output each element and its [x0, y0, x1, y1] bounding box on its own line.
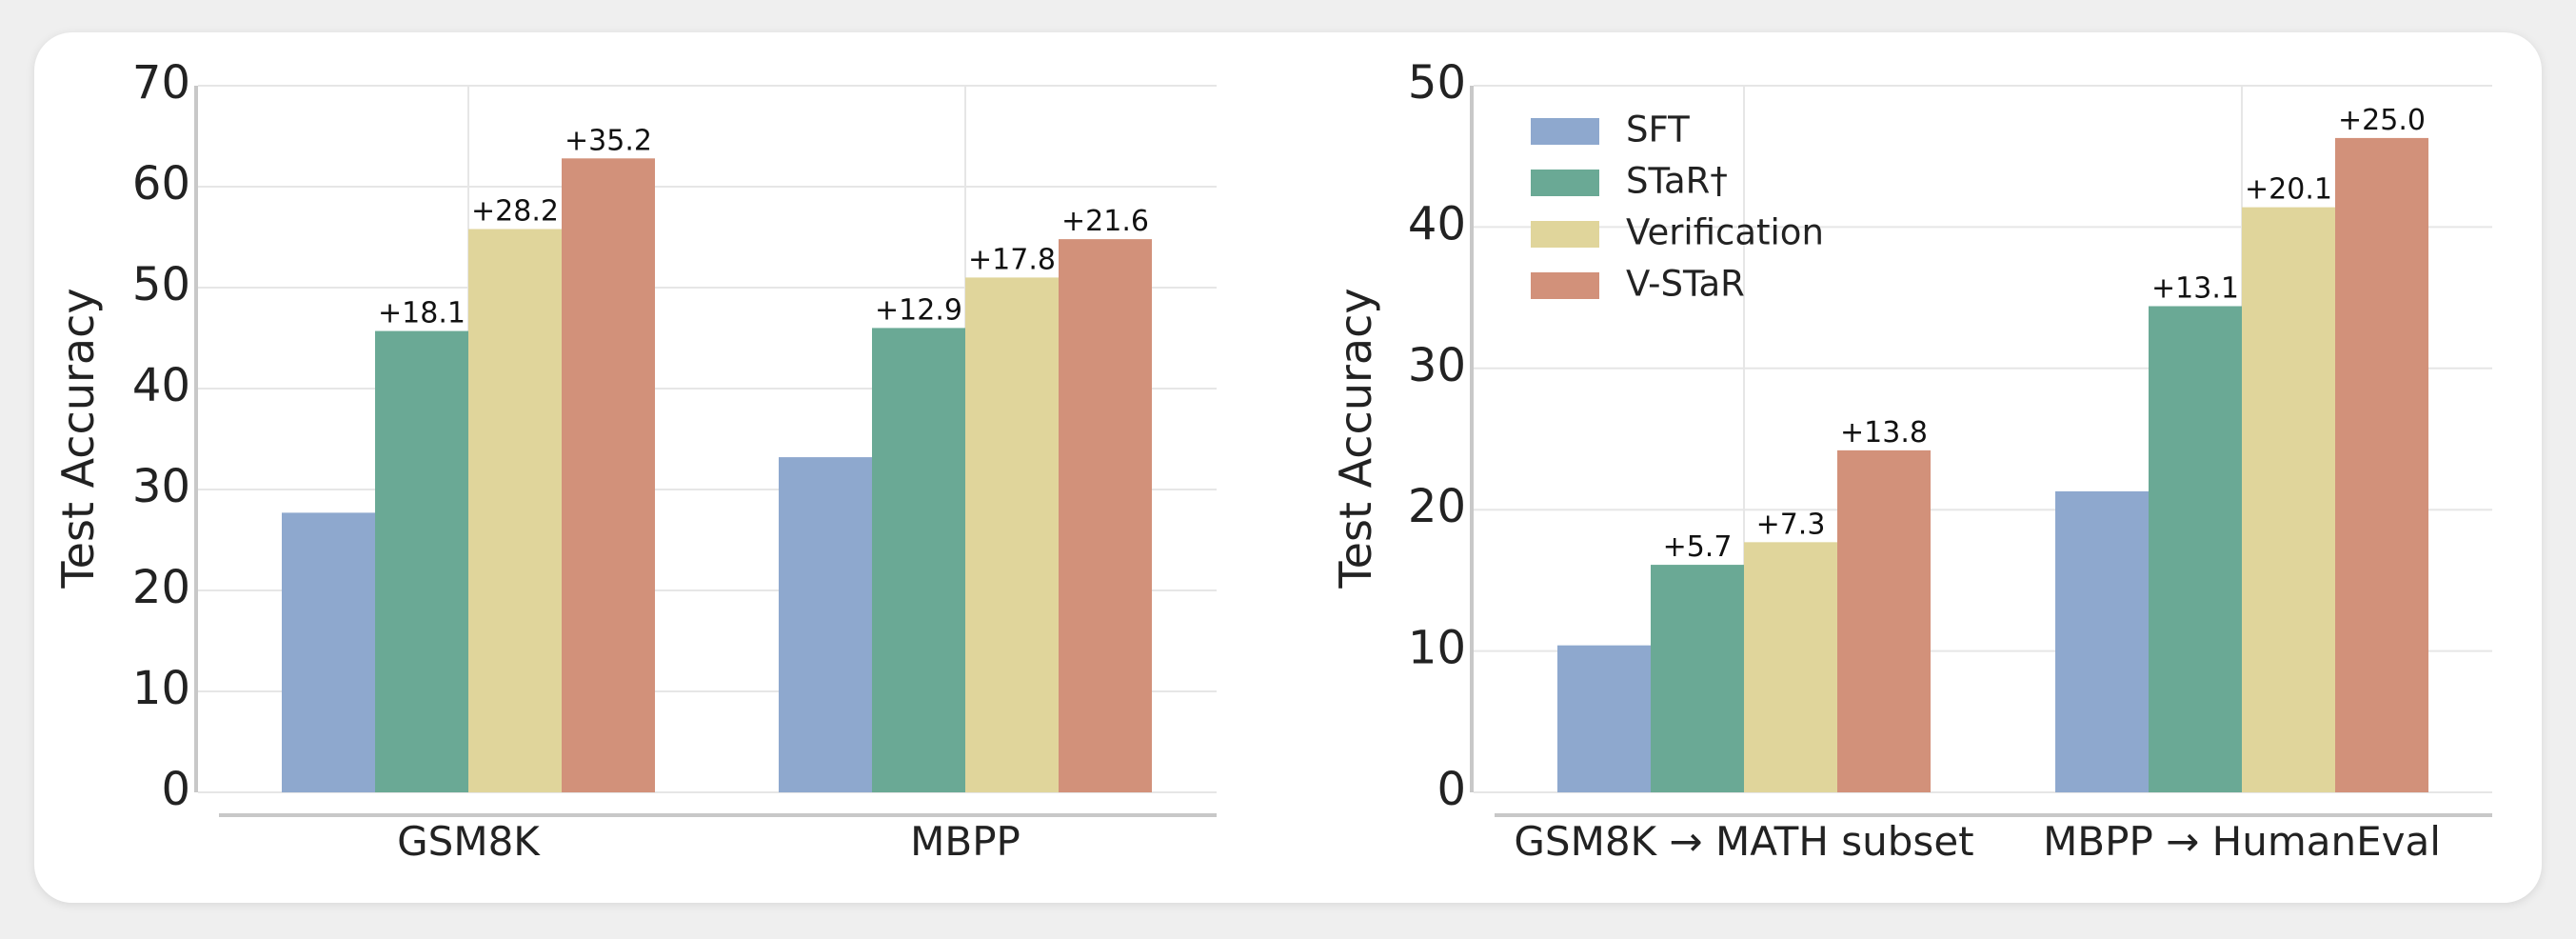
bar — [375, 330, 468, 792]
bar — [872, 328, 965, 792]
legend-swatch — [1531, 170, 1599, 196]
data-label: +20.1 — [2245, 173, 2332, 207]
y-tick-label: 20 — [132, 561, 190, 614]
bar — [1059, 239, 1152, 792]
data-label: +28.2 — [471, 195, 559, 229]
bar — [1557, 645, 1651, 792]
data-label: +7.3 — [1756, 508, 1826, 541]
y-tick-label: 50 — [1408, 56, 1466, 110]
bar — [2055, 490, 2149, 792]
data-label: +21.6 — [1061, 205, 1149, 238]
bar — [1651, 565, 1744, 792]
x-category-label: GSM8K — [397, 818, 541, 865]
data-label: +35.2 — [565, 124, 652, 157]
y-tick-label: 30 — [1408, 339, 1466, 392]
y-tick-label: 0 — [1437, 763, 1466, 816]
chart-2: 0 10 20 30 40 50 Test Accuracy GSM8K → MATH sub… — [1330, 56, 2492, 865]
bar — [282, 512, 375, 792]
y-axis-label: Test Accuracy — [52, 288, 104, 589]
y-axis-label: Test Accuracy — [1330, 288, 1381, 589]
legend-label: Verification — [1626, 212, 1824, 253]
legend-label: SFT — [1626, 110, 1690, 150]
bar — [2242, 207, 2335, 792]
bar — [1837, 450, 1931, 792]
y-tick-label: 40 — [132, 359, 190, 412]
legend-swatch — [1531, 118, 1599, 145]
data-label: +13.8 — [1840, 416, 1928, 450]
bar — [2149, 306, 2242, 792]
bar — [965, 277, 1059, 792]
data-label: +18.1 — [378, 297, 466, 330]
data-label: +5.7 — [1663, 530, 1733, 564]
data-label: +25.0 — [2338, 104, 2426, 137]
y-tick-label: 30 — [132, 460, 190, 513]
x-category-label: MBPP — [910, 818, 1020, 865]
legend-label: V-STaR — [1626, 264, 1745, 305]
y-tick-label: 40 — [1408, 197, 1466, 250]
y-tick-label: 10 — [1408, 622, 1466, 675]
data-label: +13.1 — [2151, 272, 2239, 306]
legend-swatch — [1531, 221, 1599, 248]
x-category-label: GSM8K → MATH subset — [1514, 818, 1973, 865]
chart-1: 0 10 20 30 40 50 60 70 Test Accuracy GSM8K MBPP +18… — [52, 56, 1217, 865]
y-tick-label: 50 — [132, 258, 190, 311]
x-category-label: MBPP → HumanEval — [2043, 818, 2441, 865]
y-tick-label: 70 — [132, 56, 190, 110]
data-label: +12.9 — [875, 293, 962, 327]
y-tick-label: 60 — [132, 157, 190, 210]
legend-swatch — [1531, 272, 1599, 299]
bar — [562, 158, 655, 792]
legend-label: STaR† — [1626, 161, 1728, 202]
bar — [2335, 137, 2428, 792]
bar — [779, 457, 872, 792]
bar — [1744, 542, 1837, 792]
y-tick-label: 20 — [1408, 480, 1466, 533]
data-label: +17.8 — [968, 243, 1056, 276]
y-tick-label: 10 — [132, 662, 190, 715]
y-tick-label: 0 — [161, 763, 190, 816]
bar — [468, 229, 562, 792]
